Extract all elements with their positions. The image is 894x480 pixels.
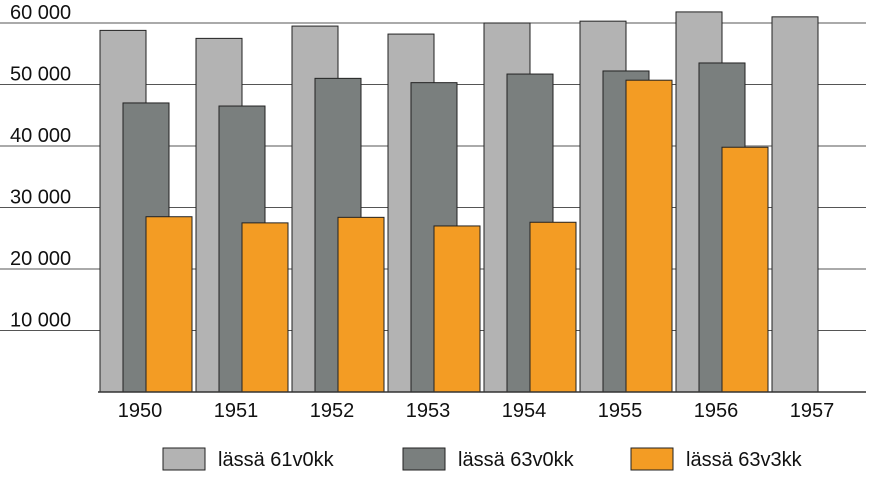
legend-label: lässä 63v3kk xyxy=(686,449,803,471)
y-tick-label: 20 000 xyxy=(10,248,71,270)
x-tick-label: 1951 xyxy=(214,400,259,422)
x-tick-label: 1950 xyxy=(118,400,163,422)
bar-lässä-63v3kk-1950 xyxy=(145,216,193,393)
bar-lässä-63v3kk-1956 xyxy=(721,146,769,393)
legend-entry: lässä 63v3kk xyxy=(630,447,803,471)
bars xyxy=(99,11,819,393)
legend-swatch xyxy=(162,447,206,471)
y-tick-label: 60 000 xyxy=(10,2,71,24)
bar-lässä-63v3kk-1953 xyxy=(433,225,481,393)
legend-swatch xyxy=(630,447,674,471)
x-tick-label: 1952 xyxy=(310,400,355,422)
x-tick-label: 1954 xyxy=(502,400,547,422)
legend-entry: lässä 61v0kk xyxy=(162,447,335,471)
y-tick-label: 30 000 xyxy=(10,187,71,209)
bar-lässä-61v0kk-1957 xyxy=(771,16,819,393)
legend-label: lässä 63v0kk xyxy=(458,449,575,471)
legend-label: lässä 61v0kk xyxy=(218,449,335,471)
bar-lässä-63v3kk-1955 xyxy=(625,79,673,393)
y-tick-label: 50 000 xyxy=(10,64,71,86)
bar-lässä-63v3kk-1954 xyxy=(529,221,577,393)
x-tick-label: 1953 xyxy=(406,400,451,422)
bar-lässä-63v3kk-1951 xyxy=(241,222,289,393)
legend-swatch xyxy=(402,447,446,471)
x-tick-label: 1956 xyxy=(694,400,739,422)
x-tick-label: 1957 xyxy=(790,400,835,422)
y-tick-label: 10 000 xyxy=(10,310,71,332)
axes: 10 000 20 000 30 000 40 000 50 000 60 000 1950… xyxy=(10,2,866,422)
legend: lässä 61v0kk lässä 63v0kk lässä 63v3kk xyxy=(162,447,803,471)
legend-entry: lässä 63v0kk xyxy=(402,447,575,471)
bar-lässä-63v3kk-1952 xyxy=(337,216,385,393)
x-tick-label: 1955 xyxy=(598,400,643,422)
y-tick-label: 40 000 xyxy=(10,125,71,147)
